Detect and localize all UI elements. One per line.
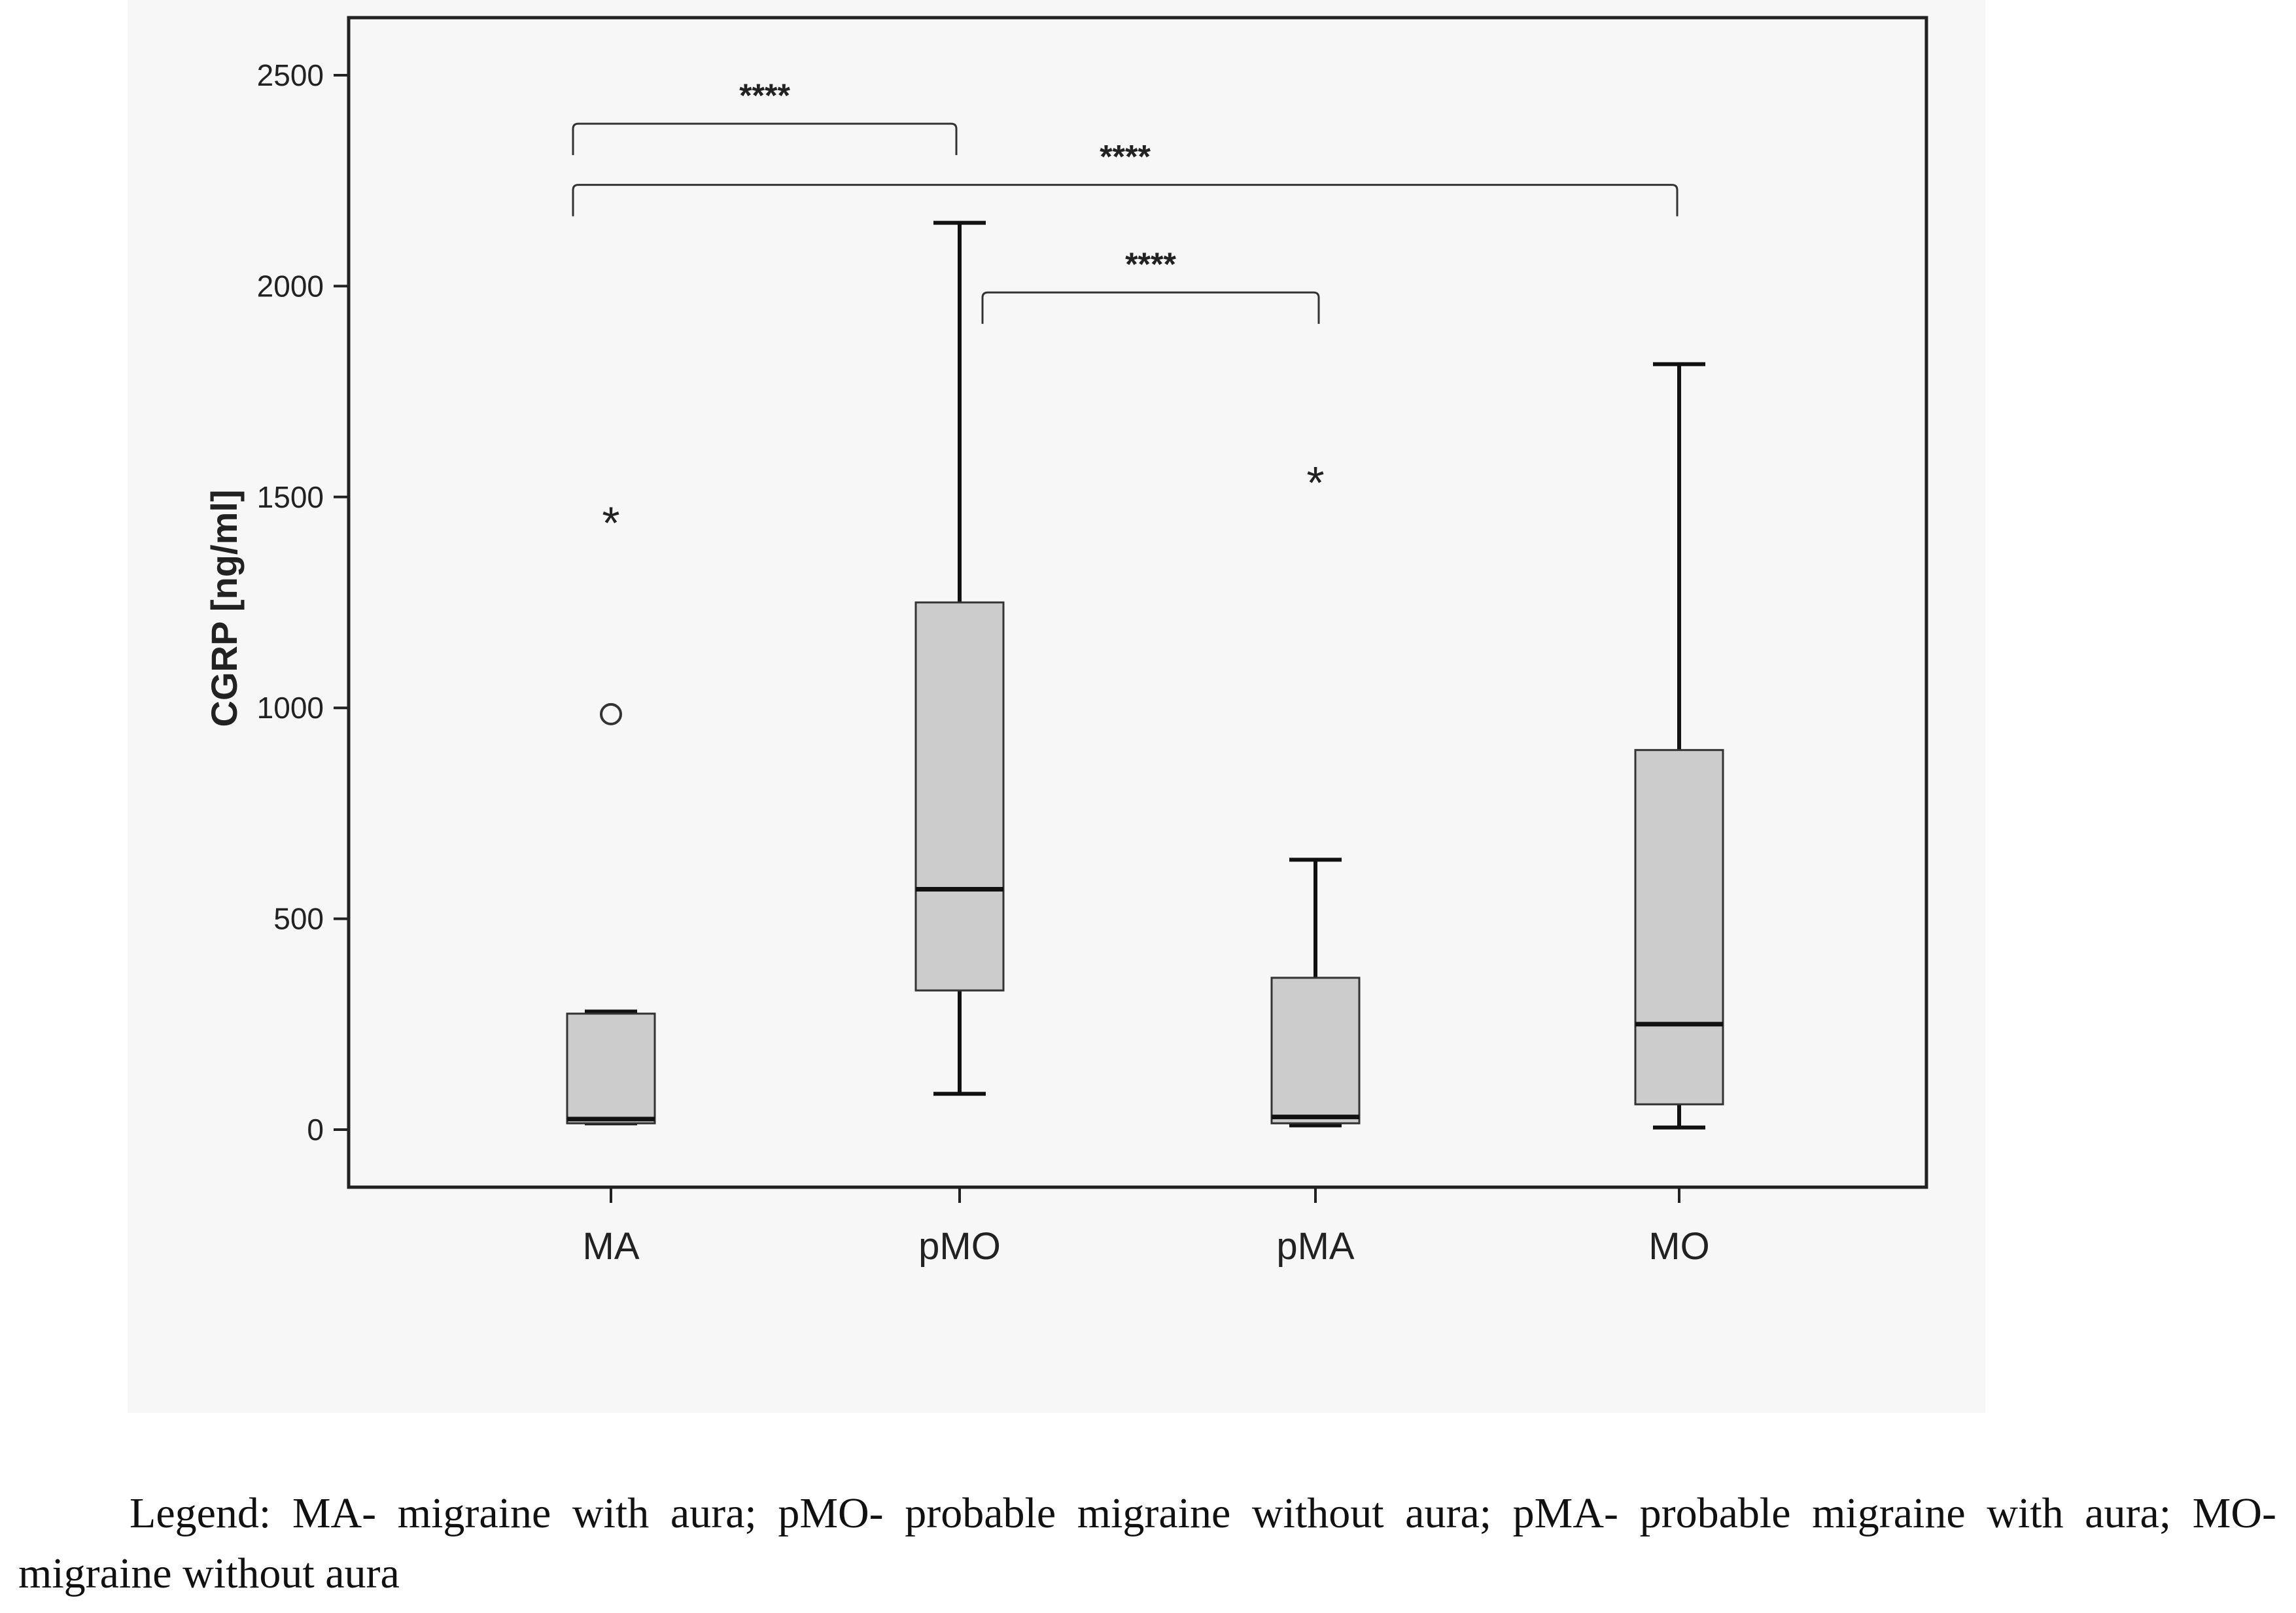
- outlier-circle: [600, 702, 622, 725]
- x-axis: MA pMO pMA MO: [583, 1187, 1710, 1268]
- y-tick-label: 1000: [257, 691, 324, 725]
- box-body: [566, 1013, 656, 1124]
- box-ma: [566, 1009, 656, 1126]
- bracket-ma-pmo: ****: [572, 77, 958, 156]
- bracket-line: [572, 122, 958, 156]
- box-body: [1270, 977, 1361, 1124]
- outlier-star: *: [1306, 457, 1324, 508]
- boxes: [566, 220, 1724, 1130]
- y-tick-label: 1500: [257, 480, 324, 514]
- box-body: [1634, 749, 1724, 1105]
- figure-caption: Legend: MA- migraine with aura; pMO- pro…: [18, 1483, 2276, 1604]
- outlier-star: *: [602, 497, 619, 548]
- box-pmo: [914, 220, 1005, 1096]
- x-tick-label: pMO: [918, 1225, 1001, 1268]
- x-tick-label: MO: [1648, 1225, 1709, 1268]
- y-tick-label: 2000: [257, 269, 324, 303]
- bracket-ma-mo: ****: [572, 139, 1679, 217]
- x-tick-label: MA: [583, 1225, 640, 1268]
- significance-brackets: **** **** ****: [572, 77, 1679, 324]
- y-axis: 0 500 1000 1500 2000 2500: [257, 58, 349, 1147]
- y-tick-label: 2500: [257, 58, 324, 92]
- outliers: **: [600, 457, 1325, 725]
- plot-background: [128, 0, 1985, 1413]
- box-mo: [1634, 362, 1724, 1130]
- significance-label: ****: [1100, 139, 1151, 175]
- bracket-line: [981, 291, 1320, 324]
- bracket-line: [572, 184, 1679, 217]
- significance-label: ****: [1125, 246, 1176, 283]
- bracket-pmo-pma: ****: [981, 246, 1320, 324]
- y-axis-label: CGRP [ng/ml]: [203, 490, 245, 727]
- y-tick-label: 500: [273, 902, 324, 936]
- significance-label: ****: [739, 77, 790, 114]
- plot-frame: [347, 16, 1928, 1189]
- box-pma: [1270, 858, 1361, 1128]
- x-tick-label: pMA: [1276, 1225, 1355, 1268]
- y-tick-label: 0: [307, 1113, 324, 1147]
- box-body: [914, 601, 1005, 992]
- caption-text: Legend: MA- migraine with aura; pMO- pro…: [18, 1489, 2276, 1597]
